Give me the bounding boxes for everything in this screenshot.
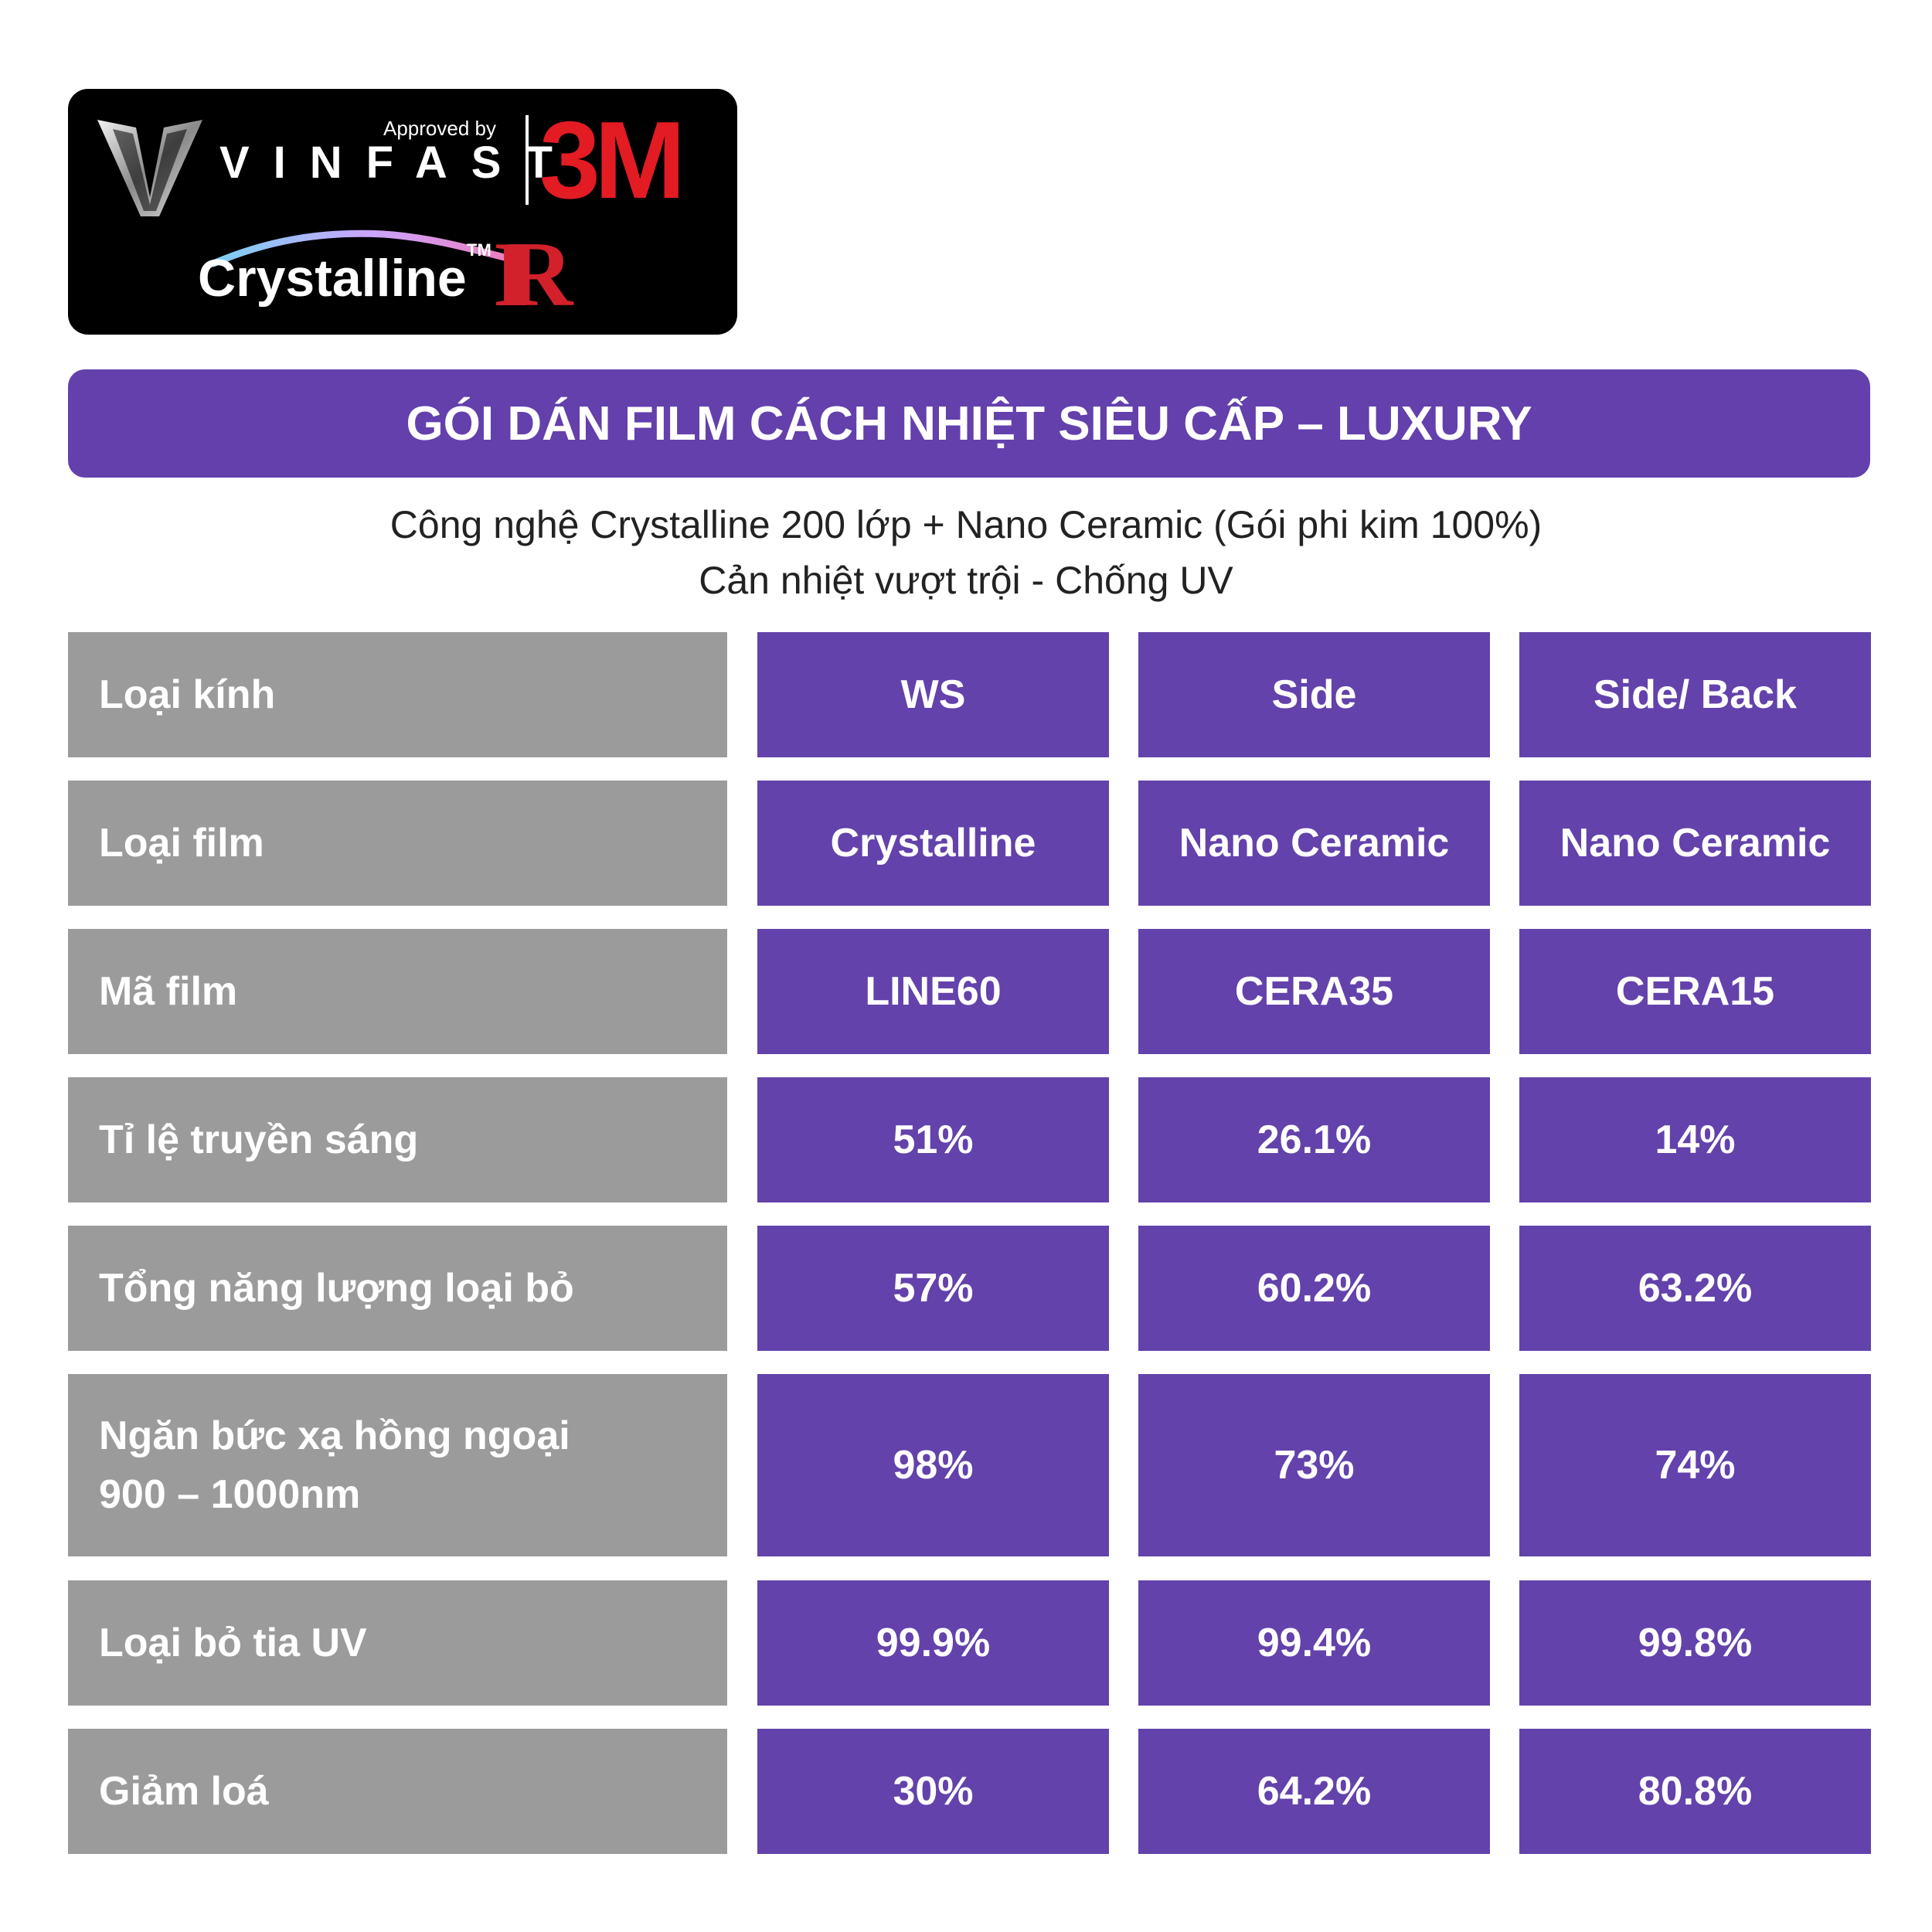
package-title-banner: GÓI DÁN FILM CÁCH NHIỆT SIÊU CẤP – LUXUR… [68, 369, 1870, 478]
cell-glass-type-ws: WS [757, 632, 1109, 757]
cell-light-transmission-ws: 51% [757, 1077, 1109, 1202]
cell-glass-type-side: Side [1138, 632, 1490, 757]
cell-total-energy-rejected-ws: 57% [757, 1226, 1109, 1351]
cell-light-transmission-side-back: 14% [1519, 1077, 1871, 1202]
cell-glass-type-side-back: Side/ Back [1519, 632, 1871, 757]
row-label-glass-type: Loại kính [68, 632, 727, 757]
subtitle-benefits: Cản nhiệt vượt trội - Chống UV [699, 559, 1233, 602]
cell-infrared-rejection-side-back: 74% [1519, 1374, 1871, 1556]
cell-total-energy-rejected-side-back: 63.2% [1519, 1226, 1871, 1351]
brand-logo-panel: Approved by VINFAST 3M Crystalline TM IR [68, 89, 737, 335]
subtitle-technology: Công nghệ Crystalline 200 lớp + Nano Cer… [389, 503, 1543, 546]
cell-glare-reduction-side-back: 80.8% [1519, 1729, 1871, 1854]
row-label-infrared-line2: 900 – 1000nm [99, 1472, 361, 1517]
cell-uv-rejection-side: 99.4% [1138, 1580, 1490, 1706]
cell-film-code-ws: LINE60 [757, 929, 1109, 1054]
cell-film-code-side: CERA35 [1138, 929, 1490, 1054]
row-label-uv-rejection: Loại bỏ tia UV [68, 1580, 727, 1706]
row-label-infrared-rejection: Ngăn bức xạ hồng ngoại 900 – 1000nm [68, 1374, 727, 1556]
cell-infrared-rejection-ws: 98% [757, 1374, 1109, 1556]
cell-glare-reduction-side: 64.2% [1138, 1729, 1490, 1854]
cell-light-transmission-side: 26.1% [1138, 1077, 1490, 1202]
row-label-film-type: Loại film [68, 781, 727, 906]
logo-divider [526, 115, 529, 205]
row-label-total-energy-rejected: Tổng năng lượng loại bỏ [68, 1226, 727, 1351]
vinfast-v-logo-icon [97, 120, 202, 216]
ir-logo: IR [493, 223, 573, 325]
cell-glare-reduction-ws: 30% [757, 1729, 1109, 1854]
vinfast-wordmark: VINFAST [219, 138, 577, 188]
row-label-glare-reduction: Giảm loá [68, 1729, 727, 1854]
cell-total-energy-rejected-side: 60.2% [1138, 1226, 1490, 1351]
approved-by-text: Approved by [383, 117, 496, 140]
cell-film-type-side-back: Nano Ceramic [1519, 781, 1871, 906]
crystalline-wordmark: Crystalline [198, 249, 467, 308]
trademark-symbol: TM [467, 240, 492, 260]
car-silhouette-icon [209, 230, 526, 267]
cell-film-code-side-back: CERA15 [1519, 929, 1871, 1054]
cell-uv-rejection-side-back: 99.8% [1519, 1580, 1871, 1706]
cell-film-type-side: Nano Ceramic [1138, 781, 1490, 906]
cell-film-type-ws: Crystalline [757, 781, 1109, 906]
3m-logo: 3M [539, 99, 685, 222]
row-label-light-transmission: Tỉ lệ truyền sáng [68, 1077, 727, 1202]
cell-uv-rejection-ws: 99.9% [757, 1580, 1109, 1706]
row-label-infrared-line1: Ngăn bức xạ hồng ngoại [99, 1413, 570, 1458]
cell-infrared-rejection-side: 73% [1138, 1374, 1490, 1556]
row-label-film-code: Mã film [68, 929, 727, 1054]
